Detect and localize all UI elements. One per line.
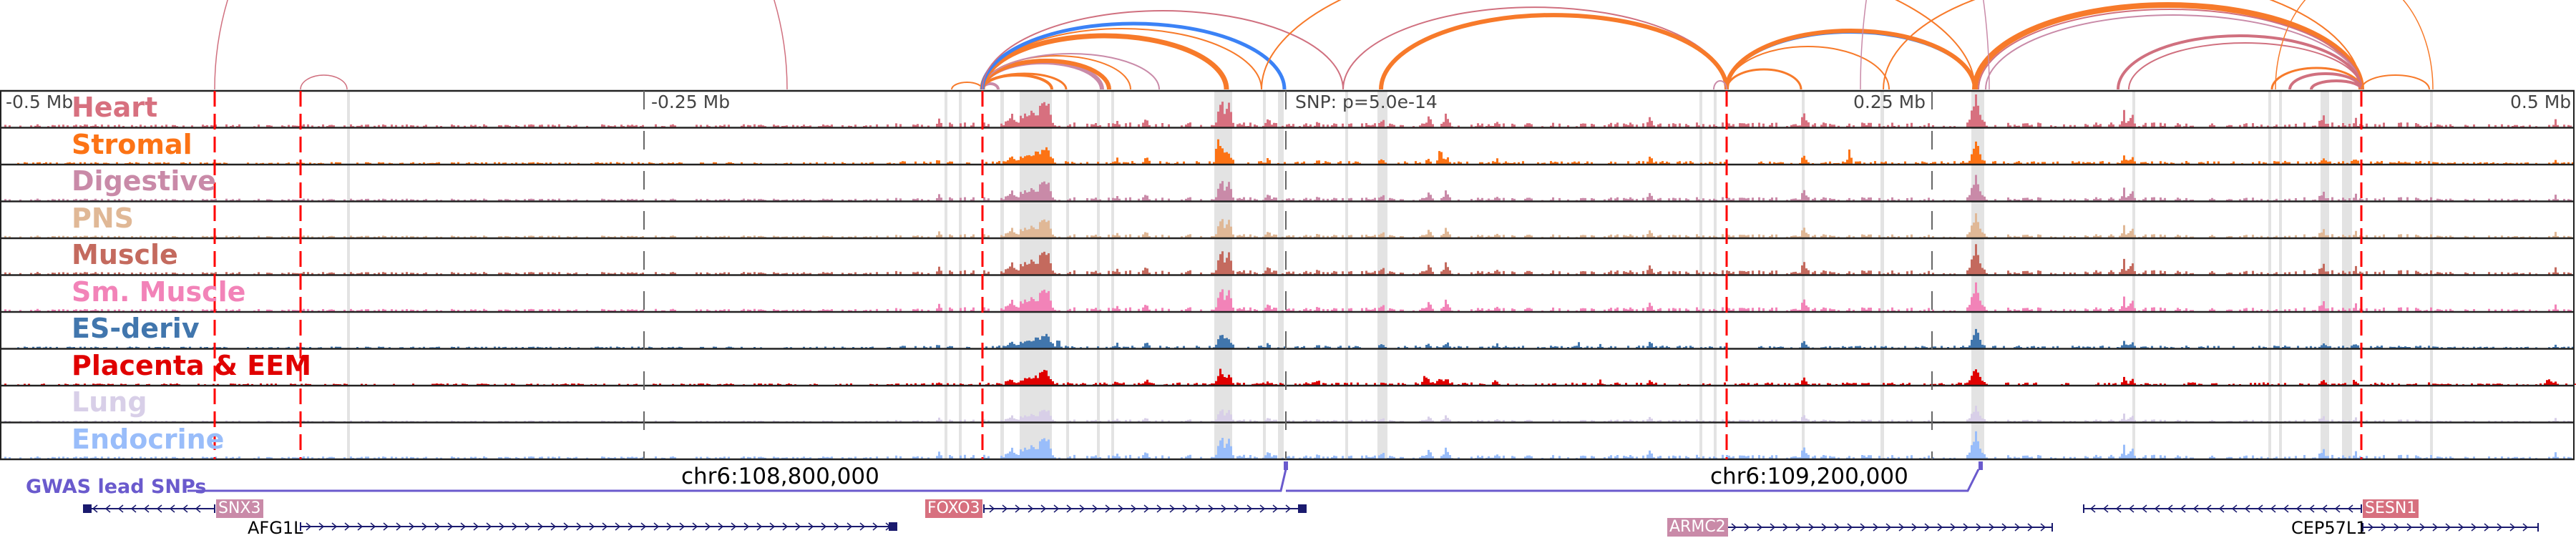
- track-label-lung: Lung: [72, 386, 147, 418]
- axis-label-mid-left: -0.25 Mb: [651, 92, 731, 112]
- gwas-snp-marker[interactable]: [1284, 461, 1288, 470]
- gene-armc2[interactable]: ARMC2: [1667, 518, 1728, 537]
- loop-arc: [2361, 74, 2430, 90]
- signal-es-deriv: [17, 328, 2574, 348]
- strand-arrows: [1731, 523, 2046, 532]
- strand-arrows: [989, 504, 1292, 513]
- loop-arc: [214, 0, 788, 90]
- loop-arc: [1883, 0, 2362, 90]
- loop-arc: [982, 53, 1160, 90]
- loop-arc: [1724, 29, 1977, 90]
- axis-label-right: 0.5 Mb: [2510, 92, 2572, 112]
- loop-arc: [980, 33, 1229, 90]
- loop-arc: [1725, 68, 1802, 90]
- track-label-placenta-eem: Placenta & EEM: [72, 349, 312, 381]
- signal-endocrine: [4, 431, 2572, 459]
- gwas-connector-line: [1286, 469, 1980, 492]
- axis-label-mid-right: 0.25 Mb: [1853, 92, 1926, 112]
- gwas-connector-line: [187, 469, 1287, 492]
- signal-sm-muscle: [4, 282, 2572, 311]
- loop-arc: [1972, 2, 2364, 90]
- signal-digestive: [4, 175, 2572, 201]
- signal-tracks: [4, 94, 2576, 459]
- gene-track: [83, 504, 2539, 532]
- snp-pvalue-label: SNP: p=5.0e-14: [1295, 92, 1438, 112]
- loop-arc: [951, 82, 983, 90]
- loop-arc: [982, 10, 1344, 90]
- track-frames: [0, 89, 2575, 461]
- track-label-muscle: Muscle: [72, 239, 178, 270]
- loop-arc: [981, 74, 1053, 90]
- signal-stromal: [17, 139, 2574, 164]
- strand-arrows: [2089, 504, 2353, 513]
- coordinate-label-right: chr6:109,200,000: [1710, 464, 1908, 489]
- loop-arc: [2275, 0, 2434, 90]
- loop-arc: [2310, 79, 2363, 90]
- strand-arrows: [2368, 523, 2529, 532]
- track-label-sm-muscle: Sm. Muscle: [72, 275, 246, 308]
- loop-arc: [1379, 13, 1729, 90]
- axis-label-left: -0.5 Mb: [6, 92, 74, 112]
- gwas-snp-marker[interactable]: [1979, 461, 1983, 470]
- signal-lung: [4, 406, 2572, 422]
- gene-sesn1[interactable]: SESN1: [2363, 499, 2419, 518]
- track-label-pns: PNS: [72, 202, 135, 234]
- chromatin-loop-arcs: [214, 0, 2434, 90]
- strand-arrows: [306, 522, 892, 531]
- gene-snx3[interactable]: SNX3: [216, 499, 263, 518]
- track-label-endocrine: Endocrine: [72, 423, 225, 455]
- coordinate-label-left: chr6:108,800,000: [681, 464, 879, 489]
- gwas-track: [187, 461, 1983, 492]
- signal-heart: [4, 94, 2572, 127]
- gene-exon: [83, 504, 92, 513]
- loop-arc: [1725, 31, 1976, 90]
- gene-cep57l1[interactable]: CEP57L1: [2291, 518, 2367, 538]
- loop-arc: [1342, 6, 1727, 90]
- track-label-heart: Heart: [72, 92, 158, 123]
- signal-pns: [4, 213, 2572, 238]
- strand-arrows: [92, 504, 201, 513]
- loop-arc: [2288, 72, 2363, 90]
- red-dashed-markers: [213, 91, 2363, 459]
- gene-afg1l[interactable]: AFG1L: [248, 518, 303, 538]
- loop-arc: [300, 74, 348, 90]
- gwas-track-label: GWAS lead SNPs: [26, 476, 207, 498]
- track-label-digestive: Digestive: [72, 165, 216, 197]
- gene-exon: [1298, 504, 1307, 513]
- gene-exon: [889, 522, 897, 531]
- loop-arc: [2128, 42, 2362, 90]
- loop-arc: [1978, 9, 2362, 90]
- loop-arc: [980, 21, 1287, 90]
- loop-arc: [1985, 14, 2362, 90]
- signal-muscle: [4, 244, 2572, 275]
- loop-arc: [2270, 67, 2363, 90]
- track-label-stromal: Stromal: [72, 128, 192, 160]
- loop-arc: [2117, 34, 2363, 90]
- gene-foxo3[interactable]: FOXO3: [925, 499, 982, 518]
- track-label-es-deriv: ES-deriv: [72, 313, 200, 344]
- loop-arc: [1713, 80, 1727, 90]
- loop-arc: [1261, 0, 1976, 90]
- signal-placenta-eem: [4, 368, 2576, 385]
